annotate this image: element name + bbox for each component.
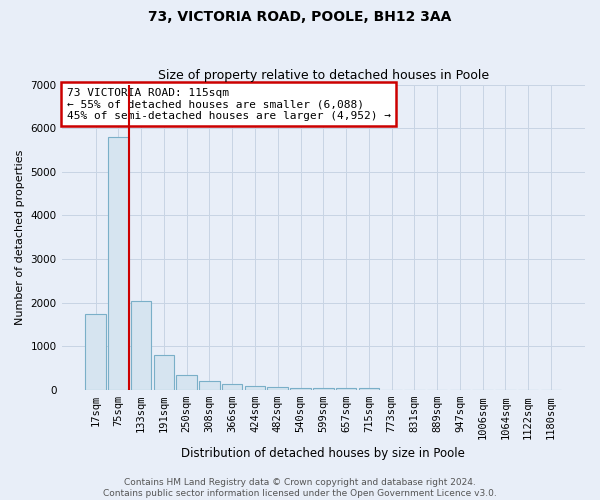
Text: 73, VICTORIA ROAD, POOLE, BH12 3AA: 73, VICTORIA ROAD, POOLE, BH12 3AA [148, 10, 452, 24]
Bar [108, 137, 128, 390]
Text: Contains HM Land Registry data © Crown copyright and database right 2024.
Contai: Contains HM Land Registry data © Crown c… [103, 478, 497, 498]
Bar [222, 384, 242, 390]
Bar [154, 355, 174, 390]
Y-axis label: Number of detached properties: Number of detached properties [15, 150, 25, 325]
Bar [199, 381, 220, 390]
Bar [131, 300, 151, 390]
Bar [359, 388, 379, 390]
Bar [85, 314, 106, 390]
Bar [245, 386, 265, 390]
Title: Size of property relative to detached houses in Poole: Size of property relative to detached ho… [158, 69, 489, 82]
X-axis label: Distribution of detached houses by size in Poole: Distribution of detached houses by size … [181, 447, 465, 460]
Text: 73 VICTORIA ROAD: 115sqm
← 55% of detached houses are smaller (6,088)
45% of sem: 73 VICTORIA ROAD: 115sqm ← 55% of detach… [67, 88, 391, 121]
Bar [336, 388, 356, 390]
Bar [313, 388, 334, 390]
Bar [268, 387, 288, 390]
Bar [176, 375, 197, 390]
Bar [290, 388, 311, 390]
